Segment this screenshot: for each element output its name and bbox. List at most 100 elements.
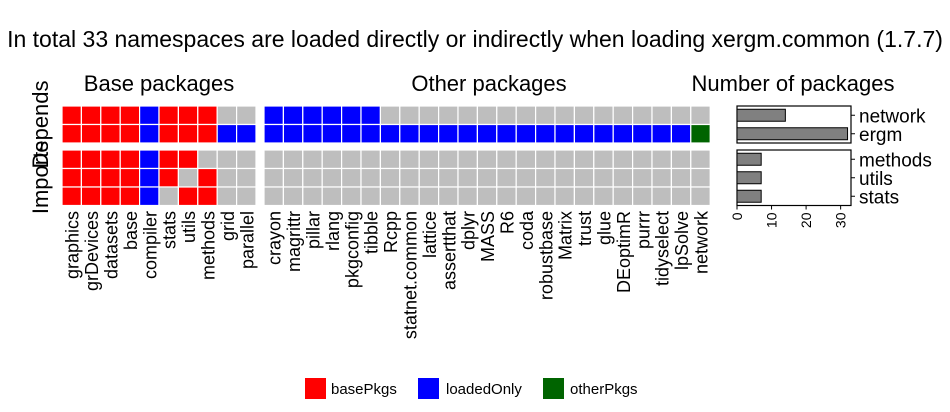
cell-methods-parallel bbox=[236, 149, 257, 170]
cell-stats-dplyr bbox=[457, 186, 478, 207]
cell-stats-pillar bbox=[302, 186, 323, 207]
cell-network-coda bbox=[515, 105, 537, 126]
cell-network-Rcpp bbox=[379, 105, 401, 126]
cell-network-tibble bbox=[360, 105, 381, 126]
bar-label-network: network bbox=[859, 106, 926, 127]
cell-methods-R6 bbox=[496, 149, 517, 170]
column-label-R6: R6 bbox=[498, 211, 518, 234]
cell-stats-stats bbox=[158, 186, 179, 207]
cell-stats-lattice bbox=[418, 186, 440, 207]
column-label-MASS: MASS bbox=[478, 211, 498, 262]
cell-ergm-MASS bbox=[476, 123, 498, 144]
cell-utils-purrr bbox=[631, 167, 653, 188]
column-label-compiler: compiler bbox=[140, 211, 160, 279]
cell-utils-dplyr bbox=[457, 167, 478, 188]
cell-stats-grDevices bbox=[80, 186, 102, 207]
cell-ergm-lpSolve bbox=[670, 123, 692, 144]
cell-methods-crayon bbox=[263, 149, 284, 170]
cell-ergm-R6 bbox=[496, 123, 517, 144]
axis-tick-label-30: 30 bbox=[833, 212, 849, 228]
column-label-utils: utils bbox=[179, 211, 199, 243]
cell-stats-methods bbox=[197, 186, 218, 207]
cell-ergm-base bbox=[119, 123, 141, 144]
cell-methods-purrr bbox=[631, 149, 653, 170]
legend-swatch-otherPkgs bbox=[543, 378, 564, 399]
cell-ergm-graphics bbox=[61, 123, 82, 144]
column-label-Rcpp: Rcpp bbox=[381, 211, 401, 253]
cell-ergm-tibble bbox=[360, 123, 381, 144]
cell-network-trust bbox=[573, 105, 595, 126]
column-label-glue: glue bbox=[595, 211, 615, 245]
column-label-purrr: purrr bbox=[633, 211, 653, 249]
cell-ergm-dplyr bbox=[457, 123, 478, 144]
cell-ergm-trust bbox=[573, 123, 595, 144]
cell-ergm-methods bbox=[197, 123, 218, 144]
cell-network-MASS bbox=[476, 105, 498, 126]
cell-ergm-compiler bbox=[139, 123, 160, 144]
cell-network-grDevices bbox=[80, 105, 102, 126]
cell-methods-datasets bbox=[100, 149, 121, 170]
cell-utils-parallel bbox=[236, 167, 257, 188]
cell-network-base bbox=[119, 105, 141, 126]
legend-swatch-basePkgs bbox=[305, 378, 326, 399]
cell-methods-pkgconfig bbox=[341, 149, 362, 170]
bar-label-ergm: ergm bbox=[859, 125, 902, 146]
cell-network-magrittr bbox=[282, 105, 304, 126]
cell-ergm-grDevices bbox=[80, 123, 102, 144]
cell-stats-tibble bbox=[360, 186, 381, 207]
column-label-base: base bbox=[121, 211, 141, 250]
cell-network-graphics bbox=[61, 105, 82, 126]
cell-utils-tidyselect bbox=[651, 167, 672, 188]
cell-ergm-assertthat bbox=[438, 123, 459, 144]
cell-stats-purrr bbox=[631, 186, 653, 207]
cell-stats-magrittr bbox=[282, 186, 304, 207]
cell-methods-utils bbox=[177, 149, 199, 170]
cell-methods-MASS bbox=[476, 149, 498, 170]
legend-label-basePkgs: basePkgs bbox=[331, 381, 397, 398]
cell-ergm-parallel bbox=[236, 123, 257, 144]
column-label-lattice: lattice bbox=[420, 211, 440, 258]
cell-utils-DEoptimR bbox=[612, 167, 634, 188]
cell-utils-assertthat bbox=[438, 167, 459, 188]
cell-ergm-lattice bbox=[418, 123, 440, 144]
cell-network-dplyr bbox=[457, 105, 478, 126]
cell-ergm-stats bbox=[158, 123, 179, 144]
cell-utils-rlang bbox=[321, 167, 343, 188]
cell-ergm-Matrix bbox=[554, 123, 575, 144]
cell-network-lpSolve bbox=[670, 105, 692, 126]
bar-panel-frame-1 bbox=[736, 105, 852, 144]
cell-methods-grDevices bbox=[80, 149, 102, 170]
cell-methods-Rcpp bbox=[379, 149, 401, 170]
base-group-title: Base packages bbox=[84, 71, 234, 96]
cell-network-R6 bbox=[496, 105, 517, 126]
cell-stats-Rcpp bbox=[379, 186, 401, 207]
bar-panel-title: Number of packages bbox=[692, 71, 895, 96]
cell-utils-magrittr bbox=[282, 167, 304, 188]
cell-utils-grDevices bbox=[80, 167, 102, 188]
cell-network-datasets bbox=[100, 105, 121, 126]
cell-utils-grid bbox=[216, 167, 238, 188]
cell-methods-tibble bbox=[360, 149, 381, 170]
cell-ergm-statnet.common bbox=[399, 123, 420, 144]
other-group-title: Other packages bbox=[411, 71, 566, 96]
legend-label-otherPkgs: otherPkgs bbox=[570, 381, 638, 398]
column-label-methods: methods bbox=[199, 211, 219, 280]
cell-methods-assertthat bbox=[438, 149, 459, 170]
column-label-tibble: tibble bbox=[362, 211, 382, 254]
column-labels: graphics grDevices datasets base compiler sta… bbox=[63, 210, 712, 339]
cell-methods-compiler bbox=[139, 149, 160, 170]
cell-network-network bbox=[690, 105, 711, 126]
cell-stats-rlang bbox=[321, 186, 343, 207]
cell-stats-datasets bbox=[100, 186, 121, 207]
cell-methods-base bbox=[119, 149, 141, 170]
cell-stats-DEoptimR bbox=[612, 186, 634, 207]
cell-ergm-grid bbox=[216, 123, 238, 144]
cell-utils-utils bbox=[177, 167, 199, 188]
column-label-crayon: crayon bbox=[265, 211, 285, 265]
column-label-datasets: datasets bbox=[102, 211, 122, 279]
cell-methods-grid bbox=[216, 149, 238, 170]
cell-stats-crayon bbox=[263, 186, 284, 207]
cell-methods-lpSolve bbox=[670, 149, 692, 170]
column-label-dplyr: dplyr bbox=[459, 211, 479, 250]
cell-network-Matrix bbox=[554, 105, 575, 126]
